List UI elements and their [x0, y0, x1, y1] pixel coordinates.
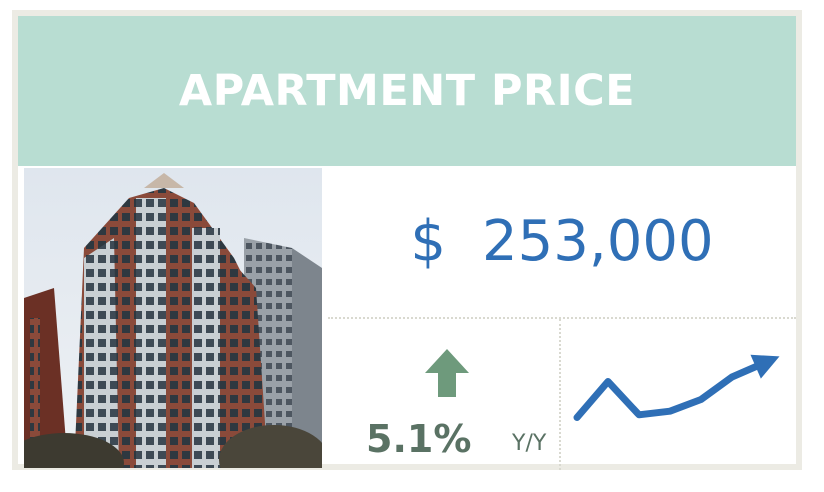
trend-cell [563, 319, 796, 470]
card-header: APARTMENT PRICE [18, 16, 796, 166]
price-row: $ 253,000 [328, 166, 796, 319]
apartment-price-card: APARTMENT PRICE [12, 10, 802, 470]
trend-arrowhead [750, 354, 780, 379]
price-currency: $ [410, 209, 447, 274]
trend-line-icon [573, 354, 780, 421]
trend-line [573, 360, 767, 421]
change-period: Y/Y [512, 431, 547, 456]
apartment-building-photo [24, 168, 322, 468]
change-value: 5.1% [366, 417, 472, 461]
card-title: APARTMENT PRICE [178, 66, 636, 116]
price-value: 253,000 [482, 209, 714, 274]
up-arrow-icon [425, 349, 469, 397]
change-cell: 5.1% Y/Y [328, 319, 561, 470]
